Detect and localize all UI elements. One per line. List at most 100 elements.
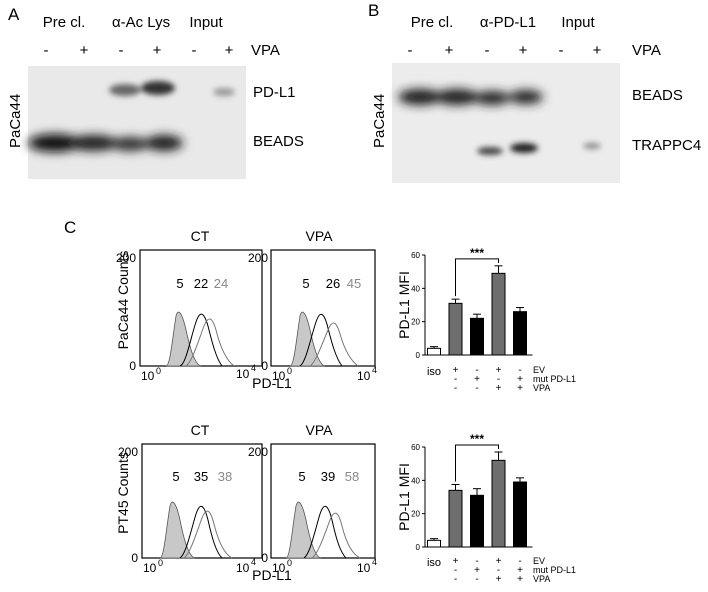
bar-y-tick-label: 60 bbox=[411, 251, 420, 260]
lane-sign: - bbox=[192, 42, 197, 59]
lane-sign: - bbox=[559, 42, 564, 59]
flow-number: 5 bbox=[172, 469, 179, 484]
table-row-label: EV bbox=[533, 365, 545, 375]
table-sign: - bbox=[454, 383, 457, 394]
significance-stars: *** bbox=[470, 432, 484, 446]
panel-a: A Pre cl. α-Ac Lys Input - + - + - + VPA… bbox=[7, 5, 304, 179]
lane-sign: + bbox=[153, 42, 162, 59]
flow-hist-isotype bbox=[289, 311, 326, 367]
x-tick-exp: 0 bbox=[287, 366, 292, 376]
panel-b-letter: B bbox=[368, 1, 379, 20]
bar bbox=[491, 459, 506, 548]
panel-b-group-apdl1: α-PD-L1 bbox=[480, 14, 536, 31]
table-row-label: mut PD-L1 bbox=[533, 374, 576, 384]
blot-membrane bbox=[28, 66, 246, 179]
blot-band bbox=[477, 147, 503, 155]
blot-band bbox=[213, 88, 235, 96]
pd-l1-bands bbox=[109, 81, 235, 96]
significance-stars: *** bbox=[470, 246, 484, 260]
flow-number: 45 bbox=[347, 276, 361, 291]
lane-sign: + bbox=[519, 42, 528, 59]
flow-row-pt45: PT45 Counts PD-L1 CT 5 35 38 200 0 10 0 … bbox=[115, 422, 377, 583]
blot-membrane bbox=[392, 63, 620, 183]
x-tick-base: 10 bbox=[141, 369, 155, 383]
flow-number: 5 bbox=[302, 276, 309, 291]
bar-y-tick-label: 20 bbox=[411, 510, 420, 519]
table-sign: + bbox=[496, 383, 502, 394]
lane-sign: - bbox=[408, 42, 413, 59]
bar-y-tick-label: 60 bbox=[411, 443, 420, 452]
flow-hist-ev bbox=[299, 313, 343, 367]
blot-band bbox=[67, 135, 119, 151]
flow-number: 26 bbox=[326, 276, 340, 291]
table-sign: + bbox=[517, 383, 523, 394]
table-sign: + bbox=[474, 374, 480, 385]
y-tick-0: 0 bbox=[261, 359, 268, 373]
x-tick-base: 10 bbox=[272, 561, 286, 575]
table-sign: - bbox=[454, 574, 457, 585]
panel-c-letter: C bbox=[64, 218, 76, 237]
bar bbox=[491, 272, 506, 356]
table-row-label: EV bbox=[533, 556, 545, 566]
flow-xlabel: PD-L1 bbox=[252, 567, 292, 583]
table-iso-label: iso bbox=[427, 557, 441, 569]
y-tick-200: 200 bbox=[248, 445, 268, 459]
blot-band bbox=[509, 90, 543, 104]
panel-a-group-aclys: α-Ac Lys bbox=[112, 14, 170, 31]
bar bbox=[427, 539, 441, 548]
lane-sign: - bbox=[119, 42, 124, 59]
table-sign: + bbox=[453, 365, 459, 376]
table-sign: - bbox=[475, 365, 478, 376]
bar bbox=[448, 489, 463, 548]
panel-a-letter: A bbox=[8, 5, 20, 24]
flow-number: 38 bbox=[218, 469, 232, 484]
panel-b-treatment-label: VPA bbox=[632, 42, 661, 59]
panel-a-treatment-label: VPA bbox=[251, 42, 280, 59]
trappc4-bands bbox=[477, 143, 601, 155]
table-sign: + bbox=[474, 565, 480, 576]
x-tick-exp: 0 bbox=[156, 366, 161, 376]
bar-y-tick-label: 0 bbox=[416, 543, 421, 552]
flow-hist-vpa bbox=[309, 322, 359, 367]
flow-ylabel: PaCa44 Counts bbox=[115, 251, 131, 350]
flow-plot-frame bbox=[270, 249, 376, 367]
flow-hist-ev bbox=[303, 505, 347, 559]
panel-a-band-beads: BEADS bbox=[253, 133, 304, 150]
flow-plot-frame bbox=[270, 443, 376, 559]
flow-plot-ct: CT 5 22 24 200 0 10 0 bbox=[116, 228, 263, 383]
table-row-label: VPA bbox=[533, 383, 550, 393]
panel-a-band-pdl1: PD-L1 bbox=[253, 84, 296, 101]
flow-number: 35 bbox=[194, 469, 208, 484]
x-tick-base: 10 bbox=[236, 561, 250, 575]
table-sign: + bbox=[517, 374, 523, 385]
bar-ylabel: PD-L1 MFI bbox=[396, 463, 412, 531]
y-tick-0: 0 bbox=[129, 359, 136, 373]
lane-sign: - bbox=[485, 42, 490, 59]
flow-hist-isotype bbox=[159, 501, 196, 559]
bar bbox=[513, 481, 527, 548]
flow-plot-vpa: VPA 5 26 45 200 0 10 0 10 4 10 4 bbox=[236, 228, 377, 383]
table-sign: - bbox=[497, 374, 500, 385]
table-sign: + bbox=[496, 365, 502, 376]
bar bbox=[427, 347, 441, 356]
bar-y-tick-label: 40 bbox=[411, 284, 420, 293]
table-row-label: mut PD-L1 bbox=[533, 565, 576, 575]
x-tick-exp: 0 bbox=[158, 558, 163, 568]
y-tick-200: 200 bbox=[116, 251, 136, 265]
flow-number: 39 bbox=[321, 469, 335, 484]
bar-y-tick-label: 0 bbox=[416, 351, 421, 360]
x-tick-base: 10 bbox=[357, 561, 371, 575]
y-tick-200: 200 bbox=[248, 251, 268, 265]
flow-hist-isotype bbox=[165, 311, 202, 367]
blot-band bbox=[28, 134, 82, 152]
table-row-label: VPA bbox=[533, 574, 550, 584]
panel-b-band-trappc4: TRAPPC4 bbox=[632, 137, 701, 154]
beads-bands bbox=[28, 134, 183, 152]
panel-b-band-beads: BEADS bbox=[632, 87, 683, 104]
bar bbox=[448, 302, 463, 356]
flow-number: 24 bbox=[214, 276, 228, 291]
flow-plot-vpa: VPA 5 39 58 200 0 10 0 10 4 10 4 bbox=[236, 422, 377, 575]
blot-band bbox=[398, 89, 442, 105]
flow-hist-vpa bbox=[185, 318, 235, 367]
